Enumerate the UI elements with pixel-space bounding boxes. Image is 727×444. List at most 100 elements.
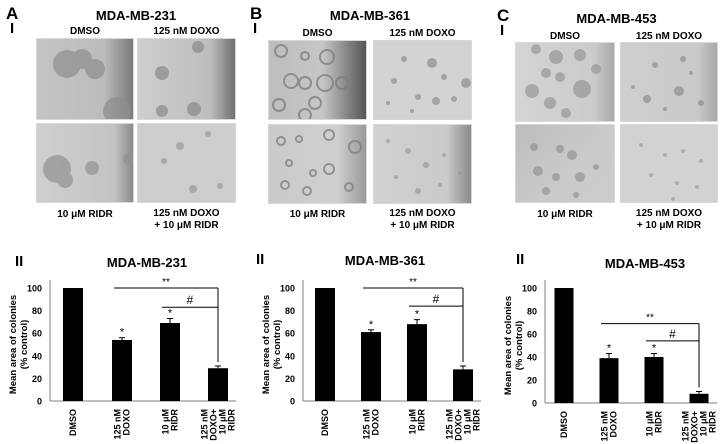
y-axis-label: Mean area of colonies(% control) <box>261 295 283 394</box>
panel-c-letter: C <box>497 6 510 25</box>
y-tick-label: 40 <box>285 351 295 361</box>
significance-marker: * <box>652 343 657 355</box>
colony-texture <box>386 139 462 194</box>
panel-a-title: MDA-MB-231 <box>95 8 177 23</box>
bracket-label: ** <box>162 277 170 288</box>
x-tick-label: 125 nMDOXO <box>600 411 619 442</box>
y-tick-label: 100 <box>27 284 42 294</box>
colony-texture <box>631 56 704 111</box>
colony-texture <box>530 143 599 198</box>
panel-c-section-ii: II <box>516 251 525 268</box>
bar <box>208 368 228 401</box>
y-tick-label: 60 <box>527 330 537 340</box>
panel-a-section-i: I <box>10 20 15 37</box>
bracket-label: # <box>187 293 194 307</box>
bar <box>160 323 180 401</box>
x-tick-label: 10 μMRIDR <box>408 409 427 435</box>
panel-c-section-i: I <box>500 22 505 39</box>
combo-label-line1: 125 nM DOXO <box>389 208 456 219</box>
panel-b-label-combo: 125 nM DOXO + 10 μM RIDR <box>373 208 472 232</box>
y-tick-label: 0 <box>532 399 537 409</box>
y-tick-label: 100 <box>522 284 537 294</box>
y-tick-label: 80 <box>285 306 295 316</box>
panel-a-label-ridr: 10 μM RIDR <box>57 209 113 220</box>
colony-texture <box>639 143 703 201</box>
colony-texture <box>276 129 362 196</box>
bracket-label: ** <box>409 277 417 288</box>
panel-c-label-doxo: 125 nM DOXO <box>635 31 703 42</box>
bracket-label: # <box>669 327 676 341</box>
y-tick-label: 20 <box>527 376 537 386</box>
panel-b-letter: B <box>250 4 263 23</box>
combo-label-line1: 125 nM DOXO <box>153 208 220 219</box>
micrograph-b-doxo <box>373 40 472 120</box>
chart-b-title: MDA-MB-361 <box>344 253 426 268</box>
panel-b-label-dmso: DMSO <box>302 28 333 39</box>
micrograph-a-doxo <box>137 38 236 120</box>
x-tick-label: 10 μMRIDR <box>161 409 180 435</box>
micrograph-c-dmso <box>515 42 615 122</box>
bar <box>644 357 664 403</box>
panel-a-label-doxo: 125 nM DOXO <box>153 26 220 37</box>
combo-label-line2: + 10 μM RIDR <box>390 220 455 231</box>
bar <box>361 332 381 401</box>
x-tick-label: DMSO <box>68 409 78 436</box>
micrograph-b-ridr <box>268 124 367 204</box>
y-tick-label: 40 <box>32 351 42 361</box>
y-tick-label: 0 <box>290 397 295 407</box>
colony-texture <box>53 49 131 119</box>
colony-texture <box>525 44 601 118</box>
colony-texture <box>386 56 471 113</box>
y-tick-label: 0 <box>37 397 42 407</box>
x-tick-label: 125 nMDOXO+10 μMRIDR <box>681 411 718 443</box>
micrograph-a-dmso <box>36 38 134 120</box>
significance-marker: * <box>168 308 173 320</box>
bar <box>554 288 574 403</box>
chart-a-title: MDA-MB-231 <box>106 255 188 270</box>
colony-texture <box>155 41 204 117</box>
panel-b-label-doxo: 125 nM DOXO <box>389 28 456 39</box>
significance-marker: * <box>415 309 420 321</box>
y-tick-label: 20 <box>32 374 42 384</box>
panel-b-title: MDA-MB-361 <box>329 8 411 23</box>
chart-c-title: MDA-MB-453 <box>604 256 686 271</box>
panel-c-label-combo: 125 nM DOXO + 10 μM RIDR <box>620 208 718 232</box>
panel-a-section-ii: II <box>15 253 24 270</box>
x-tick-label: DMSO <box>559 411 569 438</box>
micrograph-c-ridr <box>515 124 615 203</box>
panel-b-label-ridr: 10 μM RIDR <box>289 209 346 220</box>
micrograph-a-ridr <box>36 123 134 203</box>
micrograph-c-doxo <box>620 42 718 122</box>
bar <box>599 358 619 403</box>
colony-texture <box>161 131 223 193</box>
significance-marker: * <box>120 327 125 339</box>
panel-c-label-dmso: DMSO <box>550 31 580 42</box>
x-tick-label: 125 nMDOXO <box>362 409 381 440</box>
panel-b-section-i: I <box>253 20 258 37</box>
x-tick-label: 125 nMDOXO <box>113 409 132 440</box>
x-tick-label: 10 μMRIDR <box>645 411 664 437</box>
combo-label-line2: + 10 μM RIDR <box>154 220 219 231</box>
colony-texture <box>43 153 133 188</box>
micrograph-c-combo <box>620 124 718 203</box>
y-axis-label: Mean area of colonies(% control) <box>503 296 525 395</box>
y-tick-label: 40 <box>527 353 537 363</box>
bar <box>315 288 335 401</box>
combo-label-line2: + 10 μM RIDR <box>636 220 702 231</box>
bar <box>63 288 83 401</box>
y-tick-label: 80 <box>527 307 537 317</box>
bracket-label: # <box>433 292 440 306</box>
bracket-label: ** <box>646 313 654 324</box>
y-axis-label: Mean area of colonies(% control) <box>8 295 30 394</box>
panel-c-label-ridr: 10 μM RIDR <box>537 209 593 220</box>
panel-a-label-dmso: DMSO <box>70 26 100 37</box>
y-tick-label: 80 <box>32 306 42 316</box>
significance-marker: * <box>369 319 374 331</box>
colony-texture <box>272 44 349 119</box>
significance-marker: * <box>607 343 612 355</box>
y-tick-label: 60 <box>285 329 295 339</box>
panel-c-title: MDA-MB-453 <box>576 11 657 26</box>
panel-a-letter: A <box>6 4 19 23</box>
